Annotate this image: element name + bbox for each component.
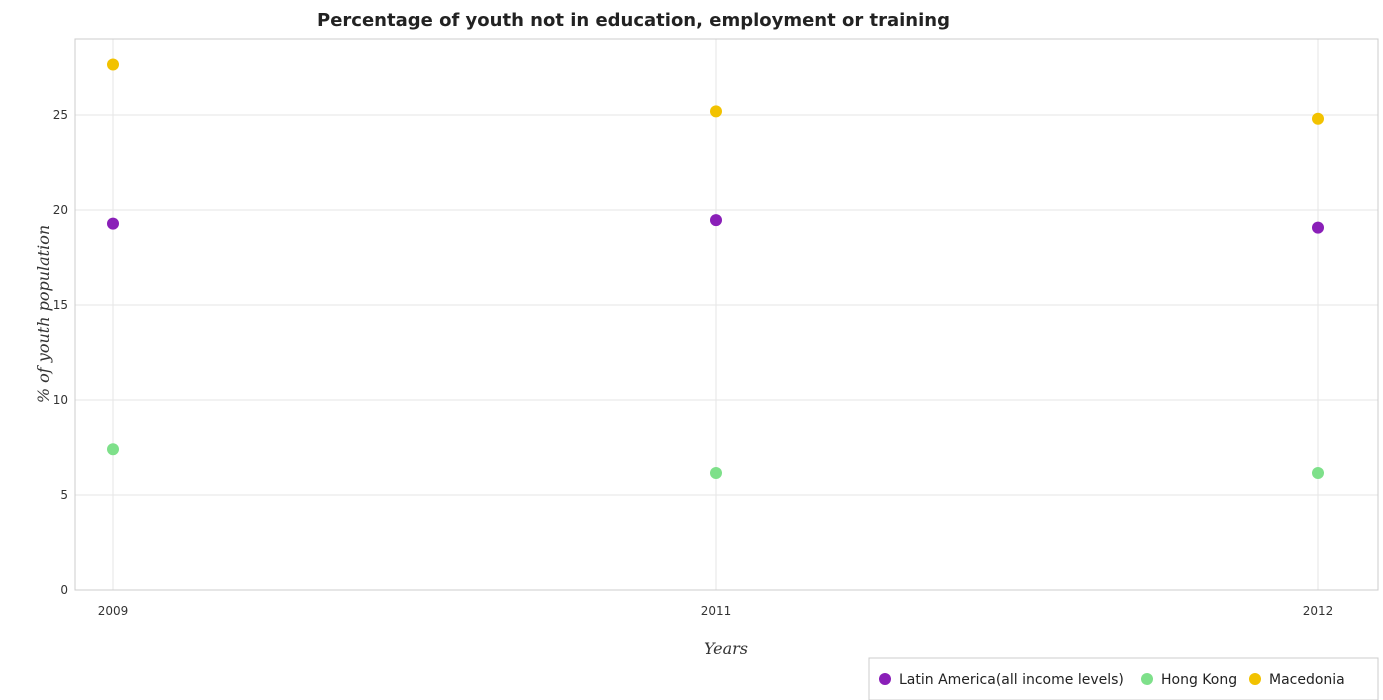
- legend-box: [868, 657, 1379, 700]
- x-tick-label: 2011: [701, 604, 732, 618]
- point-macedonia-2009: [107, 58, 119, 71]
- legend-label-hong-kong: Hong Kong: [1161, 672, 1237, 688]
- legend-marker-latin-america: [879, 673, 891, 685]
- x-axis-ticks: 2009 2011 2012: [98, 604, 1334, 618]
- chart-title: Percentage of youth not in education, em…: [317, 10, 950, 31]
- point-latin-america-2012: [1312, 221, 1324, 234]
- legend: Latin America(all income levels) Hong Ko…: [868, 657, 1379, 700]
- plot-frame: [74, 38, 1379, 591]
- point-hong-kong-2012: [1312, 466, 1324, 479]
- legend-label-latin-america: Latin America(all income levels): [899, 672, 1124, 688]
- x-tick-label: 2009: [98, 604, 129, 618]
- y-tick-label: 20: [53, 203, 68, 217]
- y-tick-label: 15: [53, 298, 68, 312]
- y-tick-label: 25: [53, 108, 68, 122]
- point-hong-kong-2011: [710, 466, 722, 479]
- legend-label-macedonia: Macedonia: [1269, 672, 1345, 688]
- legend-marker-macedonia: [1249, 673, 1261, 685]
- point-latin-america-2009: [107, 217, 119, 230]
- y-axis-ticks: 0 5 10 15 20 25: [53, 108, 68, 597]
- y-tick-label: 0: [60, 583, 68, 597]
- x-axis-label: Years: [704, 639, 748, 658]
- y-axis-label: % of youth population: [34, 225, 53, 403]
- point-macedonia-2012: [1312, 112, 1324, 125]
- point-macedonia-2011: [710, 105, 722, 118]
- y-tick-label: 5: [60, 488, 68, 502]
- grid: [75, 39, 1378, 591]
- point-hong-kong-2009: [107, 443, 119, 456]
- x-tick-label: 2012: [1303, 604, 1334, 618]
- data-points: [107, 58, 1324, 479]
- y-tick-label: 10: [53, 393, 68, 407]
- legend-marker-hong-kong: [1141, 673, 1153, 685]
- point-latin-america-2011: [710, 214, 722, 227]
